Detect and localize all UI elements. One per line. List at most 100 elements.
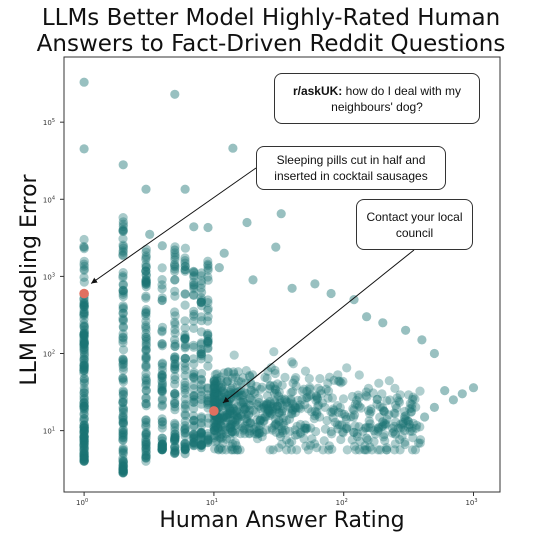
data-point <box>361 422 371 433</box>
data-point <box>290 407 300 418</box>
data-point <box>213 397 223 407</box>
data-point <box>216 382 226 392</box>
data-point <box>79 343 89 353</box>
data-point <box>244 418 254 428</box>
data-point <box>315 374 325 384</box>
data-point <box>229 390 239 400</box>
data-point <box>79 441 89 451</box>
data-point <box>203 312 213 322</box>
data-point <box>196 338 206 348</box>
data-point <box>170 242 180 252</box>
data-point <box>286 394 296 404</box>
data-point <box>170 441 180 451</box>
data-point <box>141 453 151 463</box>
data-point <box>269 396 279 406</box>
data-point <box>238 373 248 383</box>
data-point <box>316 385 326 396</box>
data-point <box>79 354 89 364</box>
data-point <box>157 339 167 349</box>
data-point <box>299 384 309 394</box>
data-point <box>118 271 128 281</box>
data-point <box>141 328 151 339</box>
data-point <box>368 388 378 398</box>
data-point <box>203 418 213 428</box>
data-point <box>404 390 414 400</box>
highlight-point <box>79 288 89 299</box>
data-point <box>212 388 222 398</box>
data-point <box>231 406 241 416</box>
data-point <box>197 316 207 326</box>
data-point <box>325 372 335 382</box>
data-point <box>189 429 199 439</box>
data-point <box>276 408 287 418</box>
data-point <box>364 416 374 426</box>
data-point <box>297 395 307 405</box>
data-point <box>157 275 167 285</box>
data-point <box>157 423 167 433</box>
data-point <box>320 402 330 412</box>
data-point <box>118 357 128 367</box>
data-point <box>141 262 151 272</box>
data-point <box>180 343 190 353</box>
data-point <box>217 425 227 435</box>
data-point <box>189 433 199 443</box>
data-point <box>352 428 362 439</box>
data-point <box>170 286 180 296</box>
data-point <box>157 385 167 395</box>
data-point <box>118 461 129 471</box>
data-point <box>243 410 254 420</box>
data-point <box>323 393 333 403</box>
data-point <box>189 395 199 405</box>
data-point <box>118 425 128 435</box>
data-point <box>141 354 151 364</box>
data-point <box>301 441 311 451</box>
data-point <box>170 379 180 389</box>
data-point <box>141 373 151 383</box>
data-point <box>320 424 330 434</box>
x-tick-label: 103 <box>465 498 477 507</box>
data-point <box>118 272 128 283</box>
data-point <box>189 272 199 282</box>
data-point <box>189 392 199 402</box>
data-point <box>269 347 279 357</box>
data-point <box>118 314 128 324</box>
data-point <box>403 416 413 426</box>
data-point <box>255 416 265 426</box>
data-point <box>170 389 180 399</box>
data-point <box>141 393 151 404</box>
data-point <box>79 423 89 433</box>
data-point <box>189 434 199 444</box>
data-point <box>230 428 240 439</box>
data-point <box>237 390 247 400</box>
data-point <box>118 447 128 457</box>
data-point <box>79 398 89 408</box>
data-point <box>244 409 254 419</box>
data-point <box>157 443 168 453</box>
data-point <box>170 434 180 444</box>
data-point <box>304 374 314 384</box>
data-point <box>79 394 89 404</box>
data-point <box>141 344 151 354</box>
data-point <box>141 279 151 289</box>
data-point <box>212 398 222 408</box>
data-point <box>118 456 128 467</box>
data-point <box>258 416 268 426</box>
data-point <box>79 420 89 430</box>
data-point <box>180 427 190 438</box>
data-point <box>79 277 89 287</box>
data-point <box>312 443 322 453</box>
data-point <box>265 445 275 455</box>
data-point <box>196 390 206 401</box>
data-point <box>264 384 275 394</box>
x-tick-label: 102 <box>336 498 348 507</box>
data-point <box>79 358 89 368</box>
data-point <box>189 420 199 431</box>
data-point <box>291 373 301 383</box>
data-point <box>252 429 262 439</box>
data-point <box>196 349 206 359</box>
data-point <box>118 360 128 370</box>
data-point <box>209 430 219 441</box>
data-point <box>79 301 89 311</box>
data-point <box>79 414 89 424</box>
data-point <box>118 430 128 440</box>
